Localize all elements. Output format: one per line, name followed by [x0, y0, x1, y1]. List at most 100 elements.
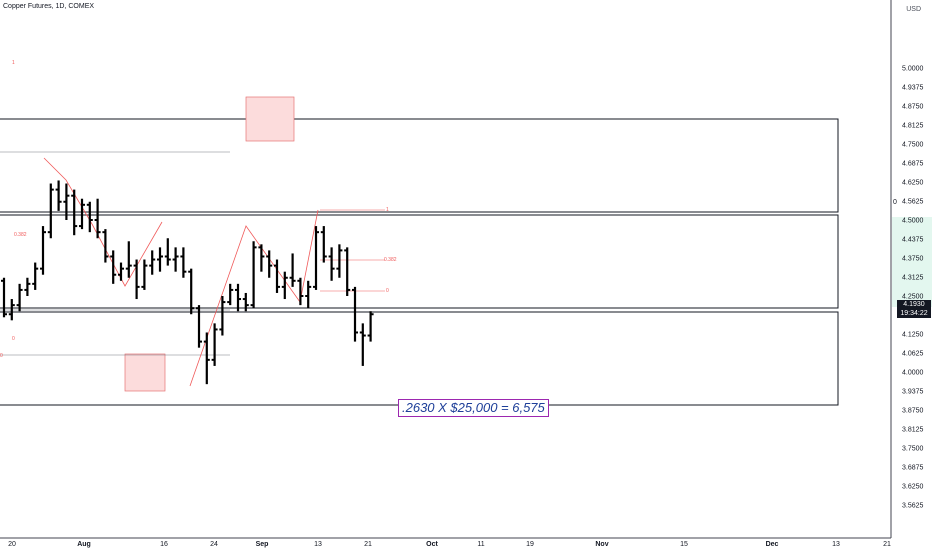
chart-title: Copper Futures, 1D, COMEX [3, 3, 95, 10]
ohlc-bar [141, 259, 148, 290]
ohlc-bar [188, 268, 195, 315]
price-tick-label: 4.6250 [902, 180, 924, 187]
ohlc-bar [125, 241, 132, 278]
ohlc-bar [344, 247, 351, 296]
ohlc-bar [40, 226, 46, 275]
price-tick-label: 4.5625 [902, 199, 924, 206]
price-tick-label: 3.9375 [902, 389, 924, 396]
price-tick-label: 4.0625 [902, 351, 924, 358]
fib-label: 0 [893, 199, 897, 206]
price-tick-label: 3.8125 [902, 427, 924, 434]
fibonacci-layer: 1 0.382 0 0 0.382 1 0 0 [0, 60, 897, 387]
ohlc-bar [320, 226, 327, 263]
ohlc-bar [250, 241, 257, 309]
price-tick-label: 3.7500 [902, 446, 924, 453]
price-tick-label: 4.8750 [902, 104, 924, 111]
ohlc-bar [313, 226, 319, 290]
ohlc-bar [24, 277, 31, 296]
ohlc-bar [281, 271, 288, 300]
price-tick-label: 4.6875 [902, 161, 924, 168]
price-tick-label: 4.3125 [902, 275, 924, 282]
ohlc-bar [196, 305, 202, 348]
ohlc-bar [203, 332, 210, 385]
ohlc-bar [47, 183, 54, 239]
ohlc-bar [16, 283, 23, 312]
time-tick-label: Aug [77, 541, 91, 548]
countdown: 19:34:22 [900, 310, 928, 317]
fib-label: 0 [12, 336, 15, 342]
axis-highlight [892, 217, 932, 307]
fib-label: 0.382 [384, 257, 397, 263]
price-tick-label: 4.1250 [902, 332, 924, 339]
time-tick-label: 13 [832, 541, 840, 548]
ohlc-bar [328, 247, 335, 281]
price-tick-label: 4.5000 [902, 218, 924, 225]
ohlc-bar [305, 280, 312, 309]
zone-rectangle [0, 214, 839, 309]
ohlc-bar [242, 292, 249, 312]
price-tick-label: 4.8125 [902, 123, 924, 130]
ohlc-bar [118, 262, 124, 281]
fib-label: 1 [386, 207, 389, 213]
fib-label: 1 [12, 60, 15, 66]
currency-label: USD [906, 6, 921, 13]
time-tick-label: 13 [314, 541, 322, 548]
price-tick-label: 3.5625 [902, 503, 924, 510]
time-tick-label: 15 [680, 541, 688, 548]
zone-rectangle [0, 118, 839, 213]
ohlc-bar [266, 250, 273, 278]
ohlc-bar [149, 250, 156, 275]
last-price: 4.1930 [903, 301, 925, 308]
ohlc-bar [289, 253, 296, 287]
ohlc-bar [352, 286, 358, 342]
time-tick-label: Oct [426, 541, 438, 548]
annotation-box[interactable]: .2630 X $25,000 = 6,575 [398, 399, 549, 417]
ohlc-bar [55, 180, 62, 211]
price-tick-label: 4.0000 [902, 370, 924, 377]
pattern-line [189, 209, 319, 387]
ohlc-bar [86, 201, 93, 233]
ohlc-bar [79, 198, 85, 230]
price-tick-label: 4.4375 [902, 237, 924, 244]
last-price-tag: 4.1930 19:34:22 [897, 300, 931, 318]
ohlc-bar [219, 296, 226, 336]
ohlc-bar [1, 277, 7, 318]
price-tick-label: 4.3750 [902, 256, 924, 263]
time-tick-label: 24 [210, 541, 218, 548]
ohlc-bar [110, 250, 117, 284]
ohlc-bar [258, 244, 265, 272]
ohlc-bar [94, 198, 101, 239]
time-tick-label: Dec [766, 541, 779, 548]
ohlc-bar [32, 262, 39, 290]
price-tick-label: 3.8750 [902, 408, 924, 415]
price-tick-label: 4.2500 [902, 294, 924, 301]
ohlc-bar [227, 283, 234, 306]
supply-box [245, 96, 295, 142]
ohlc-bar [180, 247, 187, 278]
price-tick-label: 4.9375 [902, 85, 924, 92]
time-tick-label: 21 [883, 541, 891, 548]
ohlc-bar [172, 247, 179, 272]
ohlc-bar [8, 299, 15, 321]
ohlc-bar [359, 323, 366, 366]
fib-label: 0 [386, 288, 389, 294]
ohlc-bar [235, 283, 241, 312]
ohlc-bar [157, 247, 163, 272]
price-tick-label: 3.6250 [902, 484, 924, 491]
price-tick-label: 5.0000 [902, 66, 924, 73]
ohlc-bar [63, 183, 70, 220]
time-tick-label: 19 [526, 541, 534, 548]
price-tick-label: 4.7500 [902, 142, 924, 149]
ohlc-bar [71, 189, 78, 236]
time-tick-label: 20 [8, 541, 16, 548]
ohlc-bar [336, 244, 343, 278]
zone-layer [0, 96, 839, 406]
demand-box [124, 353, 166, 392]
price-tick-label: 3.6875 [902, 465, 924, 472]
ohlc-bar [297, 277, 304, 306]
ohlc-bar [367, 311, 374, 342]
time-tick-label: 11 [477, 541, 484, 548]
ohlc-bar [274, 259, 280, 293]
